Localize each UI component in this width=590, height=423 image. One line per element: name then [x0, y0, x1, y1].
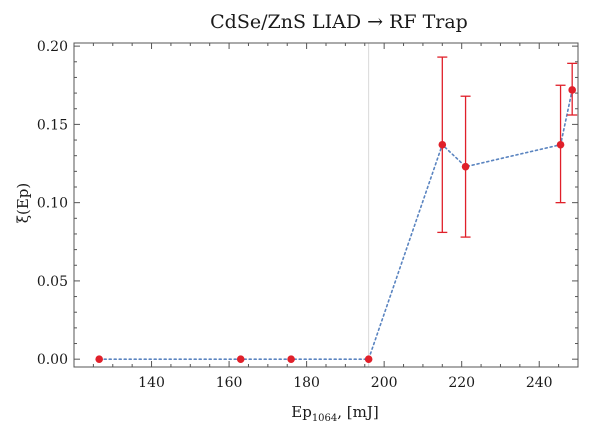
- data-point: [568, 86, 576, 94]
- x-axis-title-unit: , [mJ]: [337, 403, 378, 421]
- data-point: [461, 162, 470, 171]
- x-axis-title-subscript: 1064: [312, 413, 337, 423]
- x-tick-label: 180: [293, 375, 320, 391]
- series-line: [98, 89, 574, 361]
- data-point: [95, 355, 103, 363]
- x-tick-label: 200: [371, 375, 398, 391]
- plot-frame: [73, 42, 579, 368]
- x-tick-label: 160: [216, 375, 243, 391]
- chart-title: CdSe/ZnS LIAD → RF Trap: [210, 11, 468, 33]
- y-tick-label: 0.05: [37, 274, 68, 290]
- y-tick-label: 0.20: [37, 39, 68, 55]
- data-point: [287, 355, 295, 363]
- x-tick-label: 240: [526, 375, 553, 391]
- x-axis-title: Ep1064, [mJ]: [291, 403, 379, 423]
- y-axis-title: ξ(Ep): [14, 183, 32, 224]
- data-point: [236, 355, 245, 363]
- plot-area: 140 160 180 200 220 240 0.00 0.05 0.10 0.15 0.20: [37, 39, 579, 391]
- x-axis-title-main: Ep: [291, 403, 312, 421]
- data-point: [364, 355, 373, 363]
- data-point: [556, 140, 565, 149]
- x-tick-label: 220: [448, 375, 475, 391]
- x-tick-label: 140: [138, 375, 165, 391]
- y-tick-label: 0.10: [37, 196, 68, 212]
- y-tick-label: 0.15: [37, 117, 68, 133]
- data-point: [438, 140, 447, 149]
- y-tick-label: 0.00: [37, 352, 68, 368]
